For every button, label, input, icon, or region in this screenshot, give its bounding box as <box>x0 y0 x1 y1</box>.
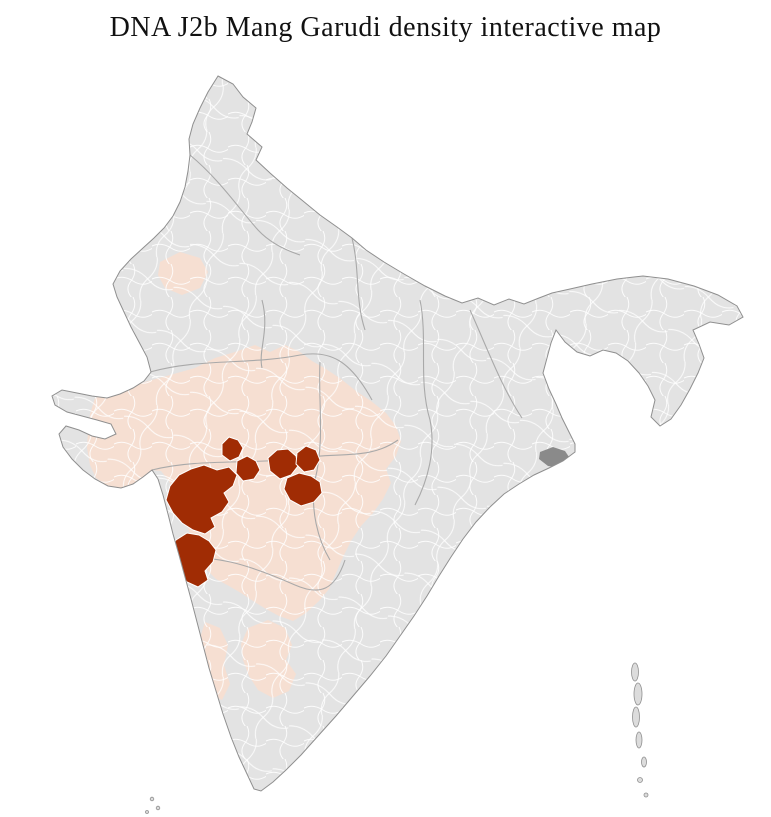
island[interactable] <box>631 662 639 682</box>
island[interactable] <box>633 682 643 706</box>
andaman-nicobar-islands <box>631 662 649 798</box>
district-grid-overlay <box>52 76 743 791</box>
page-title: DNA J2b Mang Garudi density interactive … <box>109 12 662 43</box>
state-boundary <box>189 154 301 256</box>
island[interactable] <box>635 731 643 749</box>
state-boundary <box>469 309 523 419</box>
high-density-district[interactable] <box>165 464 238 535</box>
high-density-district[interactable] <box>235 455 261 482</box>
state-boundary <box>260 299 266 369</box>
high-density-district[interactable] <box>283 472 323 507</box>
island[interactable] <box>632 706 640 728</box>
high-density-district[interactable] <box>295 445 321 473</box>
island[interactable] <box>149 796 155 802</box>
lakshadweep-islands <box>145 796 161 814</box>
island[interactable] <box>145 810 149 814</box>
state-boundary <box>414 299 433 506</box>
state-boundary <box>149 353 373 401</box>
high-density-districts <box>165 436 323 588</box>
island[interactable] <box>643 792 649 798</box>
island[interactable] <box>641 756 647 768</box>
kutch-creek-shade <box>52 414 58 424</box>
state-boundary <box>351 237 366 331</box>
island[interactable] <box>155 805 161 811</box>
island[interactable] <box>637 777 643 783</box>
high-density-district[interactable] <box>221 436 244 462</box>
